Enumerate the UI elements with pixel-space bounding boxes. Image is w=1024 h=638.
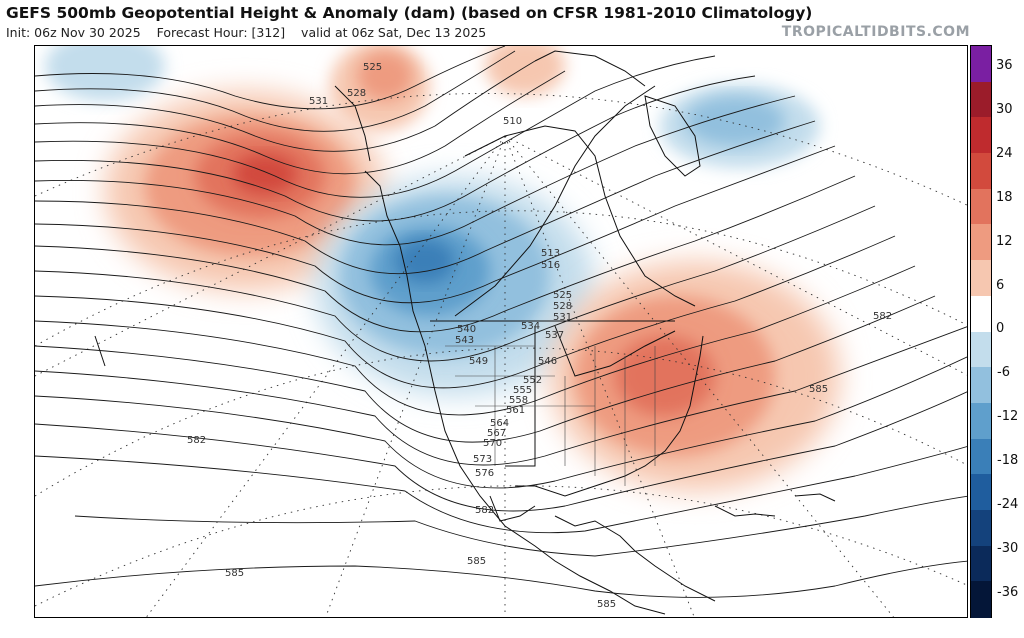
contour-label: 552 bbox=[523, 375, 542, 386]
colorbar-tick-label: 12 bbox=[996, 233, 1013, 249]
colorbar-segment bbox=[971, 402, 991, 440]
valid-time: valid at 06z Sat, Dec 13 2025 bbox=[301, 25, 487, 40]
site-watermark: TROPICALTIDBITS.COM bbox=[781, 24, 970, 40]
contour-label: 582 bbox=[873, 311, 892, 322]
contour-label: 546 bbox=[538, 356, 557, 367]
contour-label: 549 bbox=[469, 356, 488, 367]
contour-label: 585 bbox=[809, 384, 828, 395]
forecast-hour: Forecast Hour: [312] bbox=[156, 25, 286, 40]
map-panel: 525 528 531 510 513 516 525 528 531 534 … bbox=[34, 45, 968, 618]
colorbar-segment bbox=[971, 509, 991, 547]
colorbar-tick-label: -30 bbox=[997, 540, 1019, 556]
colorbar-tick-label: -36 bbox=[997, 584, 1019, 600]
contour-label: 570 bbox=[483, 438, 502, 449]
colorbar-segment bbox=[971, 153, 991, 190]
colorbar-segment bbox=[971, 81, 991, 118]
colorbar-tick-label: 36 bbox=[996, 58, 1013, 73]
colorbar-tick-label: -12 bbox=[997, 409, 1019, 425]
contour-label: 567 bbox=[487, 428, 506, 439]
contour-label: 531 bbox=[553, 312, 572, 323]
colorbar-tick-label: 30 bbox=[996, 101, 1013, 117]
colorbar-tick-label: 6 bbox=[996, 277, 1005, 293]
colorbar-segment bbox=[971, 46, 991, 83]
contour-label: 528 bbox=[347, 88, 366, 99]
map-canvas: 525 528 531 510 513 516 525 528 531 534 … bbox=[35, 46, 967, 617]
anomaly-colorbar bbox=[970, 45, 992, 618]
colorbar-tick-label: -6 bbox=[997, 365, 1010, 381]
colorbar-segment bbox=[971, 117, 991, 154]
contour-label: 510 bbox=[503, 116, 522, 127]
contour-label: 585 bbox=[225, 568, 244, 579]
colorbar-segment bbox=[971, 295, 991, 332]
colorbar-tick-label: 18 bbox=[996, 189, 1013, 205]
contour-label: 558 bbox=[509, 395, 528, 406]
colorbar-tick-label: 0 bbox=[996, 321, 1005, 337]
contour-label: 513 bbox=[541, 248, 560, 259]
contour-label: 585 bbox=[597, 599, 616, 610]
height-contours bbox=[35, 46, 967, 598]
contour-label: 573 bbox=[473, 454, 492, 465]
contour-label: 525 bbox=[553, 290, 572, 301]
colorbar-segment bbox=[971, 581, 991, 618]
contour-label: 540 bbox=[457, 324, 476, 335]
colorbar-segment bbox=[971, 474, 991, 511]
contour-label: 534 bbox=[521, 321, 540, 332]
init-time: Init: 06z Nov 30 2025 bbox=[6, 25, 141, 40]
colorbar-segment bbox=[971, 188, 991, 225]
contour-label: 528 bbox=[553, 301, 572, 312]
contour-label: 516 bbox=[541, 260, 560, 271]
colorbar-segment bbox=[971, 438, 991, 475]
colorbar-segment bbox=[971, 545, 991, 582]
contour-label: 525 bbox=[363, 62, 382, 73]
contour-label: 561 bbox=[506, 405, 525, 416]
contour-labels: 525 528 531 510 513 516 525 528 531 534 … bbox=[187, 62, 892, 610]
run-info: Init: 06z Nov 30 2025 Forecast Hour: [31… bbox=[6, 25, 486, 40]
colorbar-segment bbox=[971, 260, 991, 297]
contour-label: 537 bbox=[545, 330, 564, 341]
colorbar-segment bbox=[971, 367, 991, 404]
contour-label: 576 bbox=[475, 468, 494, 479]
contour-label: 555 bbox=[513, 385, 532, 396]
contour-label: 531 bbox=[309, 96, 328, 107]
contour-label: 564 bbox=[490, 418, 509, 429]
colorbar-tick-label: -18 bbox=[997, 453, 1019, 469]
contour-label: 582 bbox=[475, 505, 494, 516]
contour-label: 582 bbox=[187, 435, 206, 446]
colorbar-segment bbox=[971, 331, 991, 368]
chart-title: GEFS 500mb Geopotential Height & Anomaly… bbox=[6, 4, 813, 22]
contour-label: 585 bbox=[467, 556, 486, 567]
colorbar-tick-label: 24 bbox=[996, 145, 1013, 161]
state-borders bbox=[445, 345, 656, 486]
colorbar-tick-label: -24 bbox=[997, 497, 1019, 512]
colorbar-segment bbox=[971, 224, 991, 261]
contour-label: 543 bbox=[455, 335, 474, 346]
